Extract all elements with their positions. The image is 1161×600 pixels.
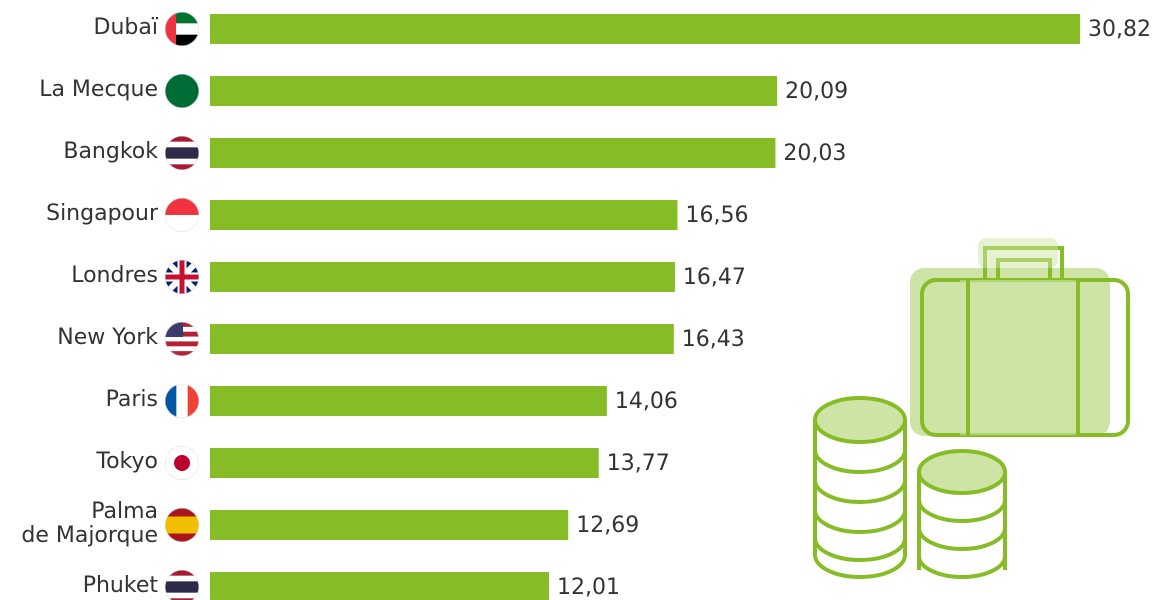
value-label: 16,47 bbox=[683, 265, 746, 290]
flag-stripe bbox=[165, 508, 199, 517]
flag-stripe bbox=[165, 587, 199, 594]
category-label: Bangkok bbox=[63, 139, 158, 164]
category-label: Palma de Majorque bbox=[21, 499, 158, 548]
category-label: Paris bbox=[105, 387, 158, 412]
flag-stripe bbox=[165, 136, 199, 143]
flag-icon bbox=[165, 570, 199, 600]
value-label: 14,06 bbox=[615, 389, 678, 414]
flag-stripe bbox=[165, 141, 199, 148]
category-label: La Mecque bbox=[39, 77, 158, 102]
flag-stripe bbox=[176, 384, 189, 418]
flag-stripe bbox=[165, 215, 199, 232]
bar bbox=[210, 510, 569, 540]
flag-stripe bbox=[165, 516, 199, 526]
flag-stripe bbox=[165, 575, 199, 582]
value-label: 20,09 bbox=[785, 79, 848, 104]
bar bbox=[210, 386, 607, 416]
flag-cross bbox=[165, 260, 199, 294]
flag-icon bbox=[165, 136, 199, 170]
flag-stripe bbox=[165, 525, 199, 534]
flag-stripe bbox=[165, 74, 199, 108]
flag-stripe bbox=[165, 351, 199, 356]
flag-stripe bbox=[165, 164, 199, 170]
flag-stripe bbox=[165, 341, 199, 347]
flag-stripe bbox=[165, 158, 199, 165]
category-label: Singapour bbox=[46, 201, 158, 226]
flag-stripe bbox=[165, 598, 199, 600]
bar bbox=[210, 324, 674, 354]
value-label: 20,03 bbox=[783, 141, 846, 166]
flag-icon bbox=[165, 322, 199, 356]
flag-icon bbox=[165, 384, 199, 418]
flag-stripe bbox=[187, 384, 199, 418]
illustration bbox=[813, 238, 1130, 580]
flag-stripe bbox=[165, 346, 199, 352]
flag-stripe bbox=[165, 147, 199, 154]
flag-stripe bbox=[165, 336, 199, 342]
flag-icon bbox=[165, 12, 199, 46]
value-label: 13,77 bbox=[607, 451, 670, 476]
category-label: Londres bbox=[71, 263, 158, 288]
value-label: 12,01 bbox=[557, 575, 620, 600]
flag-stripe bbox=[165, 570, 199, 577]
flag-dot bbox=[174, 455, 190, 471]
value-label: 12,69 bbox=[576, 513, 639, 538]
flag-stripe bbox=[165, 153, 199, 160]
flag-stripe bbox=[165, 533, 199, 542]
bar bbox=[210, 448, 599, 478]
bar bbox=[210, 14, 1080, 44]
flag-icon bbox=[165, 74, 199, 108]
flag-stripe bbox=[165, 12, 176, 46]
bar bbox=[210, 76, 778, 106]
flag-stripe bbox=[165, 581, 199, 588]
bar bbox=[210, 200, 678, 230]
category-label: New York bbox=[57, 325, 158, 350]
flag-stripe bbox=[165, 198, 199, 216]
bar bbox=[210, 572, 550, 600]
flag-icon bbox=[165, 260, 199, 294]
flag-icon bbox=[165, 446, 199, 480]
flag-stripe bbox=[165, 23, 199, 36]
flag-stripe bbox=[165, 34, 199, 46]
flag-stripe bbox=[165, 592, 199, 599]
value-label: 16,43 bbox=[682, 327, 745, 352]
flag-stripe bbox=[165, 384, 177, 418]
category-label: Phuket bbox=[82, 573, 158, 598]
category-label: Tokyo bbox=[96, 449, 158, 474]
bar bbox=[210, 262, 675, 292]
flag-stripe bbox=[165, 12, 199, 24]
bar bbox=[210, 138, 776, 168]
value-label: 30,82 bbox=[1088, 17, 1151, 42]
value-label: 16,56 bbox=[685, 203, 748, 228]
flag-icon bbox=[165, 198, 199, 232]
category-label: Dubaï bbox=[93, 15, 158, 40]
flag-icon bbox=[165, 508, 199, 542]
